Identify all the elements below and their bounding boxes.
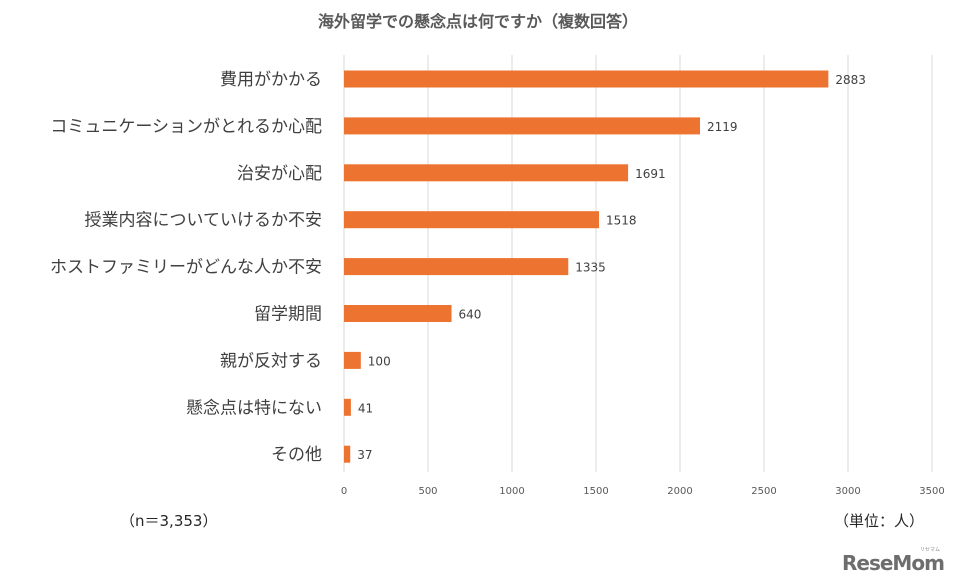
x-tick-label: 500: [418, 486, 437, 497]
data-labels: 2883 2119 1691 1518 1335 640 100 41 37: [357, 73, 866, 462]
bar: [344, 445, 351, 463]
category-label: その他: [271, 445, 322, 465]
data-label: 1691: [635, 167, 666, 181]
bar: [344, 164, 629, 182]
category-label: 費用がかかる: [220, 70, 322, 90]
category-label: コミュニケーションがとれるか心配: [50, 117, 322, 137]
x-tick-label: 2000: [667, 486, 692, 497]
category-label: ホストファミリーがどんな人か不安: [50, 258, 322, 278]
data-label: 41: [358, 401, 373, 415]
category-label: 懸念点は特にない: [186, 397, 322, 418]
chart-title: 海外留学での懸念点は何ですか（複数回答）: [317, 12, 638, 31]
data-label: 640: [459, 308, 482, 322]
bar: [344, 117, 700, 135]
unit-note: （単位：人）: [834, 512, 925, 530]
data-label: 1518: [606, 214, 637, 228]
x-tick-label: 0: [341, 486, 347, 497]
x-tick-label: 3000: [835, 486, 860, 497]
x-tick-label: 1000: [499, 486, 524, 497]
category-label: 授業内容についていけるか不安: [85, 211, 323, 231]
data-label: 1335: [575, 261, 606, 275]
bars: [344, 70, 829, 463]
x-tick-label: 2500: [751, 486, 776, 497]
x-tick-label: 1500: [583, 486, 608, 497]
x-tick-labels: 0 500 1000 1500 2000 2500 3000 3500: [341, 486, 945, 497]
data-label: 100: [368, 354, 391, 368]
bar: [344, 305, 452, 322]
bar: [344, 211, 600, 229]
category-label: 治安が心配: [237, 164, 322, 184]
bar: [344, 351, 361, 369]
category-label: 留学期間: [254, 305, 322, 325]
bar: [344, 398, 351, 416]
x-tick-label: 3500: [919, 486, 944, 497]
sample-size-note: （n＝3,353）: [120, 512, 218, 530]
data-label: 2883: [835, 73, 866, 87]
category-labels: 費用がかかるコミュニケーションがとれるか心配治安が心配授業内容についていけるか不…: [50, 70, 322, 465]
data-label: 37: [357, 448, 372, 462]
bar: [344, 258, 569, 276]
resemom-logo-ruby: リセマム: [920, 547, 941, 553]
category-label: 親が反対する: [220, 351, 322, 371]
data-label: 2119: [707, 120, 738, 134]
bar: [344, 70, 829, 88]
resemom-logo: ReseMom: [842, 551, 945, 575]
